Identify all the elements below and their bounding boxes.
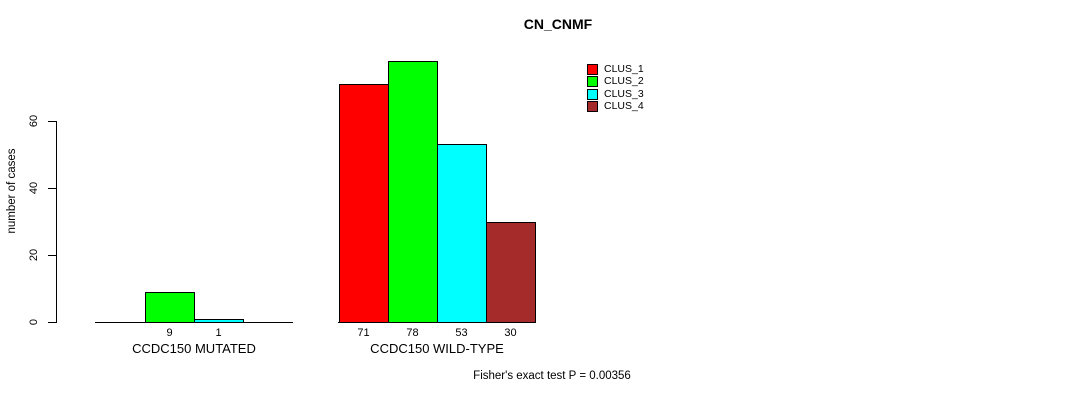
legend-swatch-clus_1 [587, 64, 598, 75]
legend-label: CLUS_1 [604, 63, 644, 75]
legend-swatch-clus_2 [587, 76, 598, 88]
x-group-label: CCDC150 WILD-TYPE [370, 341, 504, 356]
chart-title: CN_CNMF [523, 16, 593, 32]
y-tick-label: 20 [28, 248, 40, 262]
legend-label: CLUS_3 [604, 87, 644, 100]
bar-value-label: 78 [406, 327, 419, 339]
bar-value-label: 30 [504, 327, 517, 339]
legend-label: CLUS_2 [604, 75, 644, 88]
bar-value-label: 9 [166, 327, 173, 339]
bar-clus_4 [486, 221, 536, 323]
bar-clus_2 [388, 60, 438, 323]
bar-value-label: 1 [215, 327, 222, 339]
y-tick-label: 60 [28, 114, 40, 128]
x-group-label: CCDC150 MUTATED [132, 341, 256, 356]
legend-swatch-clus_3 [587, 88, 598, 100]
bar-value-label: 71 [357, 327, 370, 339]
bar-clus_3 [194, 318, 244, 323]
y-tick-mark [48, 255, 56, 256]
bar-clus_2 [145, 291, 195, 323]
legend-label: CLUS_4 [604, 100, 644, 113]
y-axis-line [56, 121, 57, 323]
bar-clus_1 [339, 84, 389, 323]
y-tick-label: 40 [28, 181, 40, 195]
y-tick-mark [48, 188, 56, 189]
y-tick-mark [48, 322, 56, 323]
legend-swatch-clus_4 [587, 101, 598, 113]
y-axis-title: number of cases [6, 148, 18, 234]
bar-clus_3 [437, 144, 487, 323]
fisher-test-annotation: Fisher's exact test P = 0.00356 [473, 370, 631, 382]
y-tick-mark [48, 121, 56, 122]
y-tick-label: 0 [28, 318, 40, 326]
bar-value-label: 53 [455, 327, 468, 339]
